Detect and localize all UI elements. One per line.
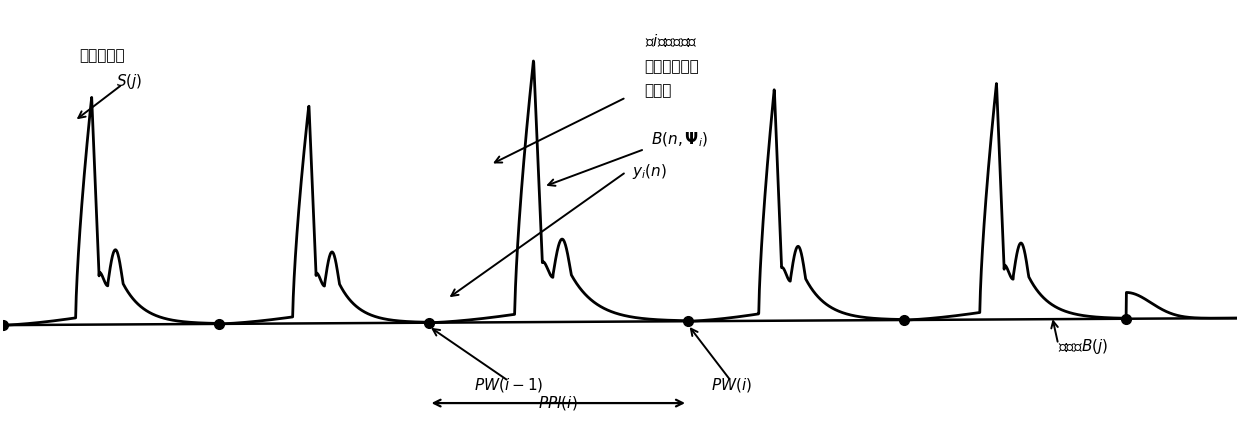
Text: $B(n,\mathbf{\Psi}_i)$: $B(n,\mathbf{\Psi}_i)$ bbox=[651, 131, 708, 150]
Text: $S(j)$: $S(j)$ bbox=[117, 72, 143, 91]
Text: $y_i(n)$: $y_i(n)$ bbox=[632, 162, 667, 181]
Text: $PW(i)$: $PW(i)$ bbox=[711, 377, 751, 394]
Text: 内脉搏波的空: 内脉搏波的空 bbox=[645, 59, 699, 74]
Text: 基线：$B(j)$: 基线：$B(j)$ bbox=[1058, 337, 1109, 357]
Text: 间变化: 间变化 bbox=[645, 83, 672, 99]
Text: $PW(i-1)$: $PW(i-1)$ bbox=[474, 377, 543, 394]
Text: 脉搏信号：: 脉搏信号： bbox=[79, 48, 125, 63]
Text: 第$i$个心动周期: 第$i$个心动周期 bbox=[645, 33, 697, 49]
Text: $PPI(i)$: $PPI(i)$ bbox=[538, 394, 578, 412]
